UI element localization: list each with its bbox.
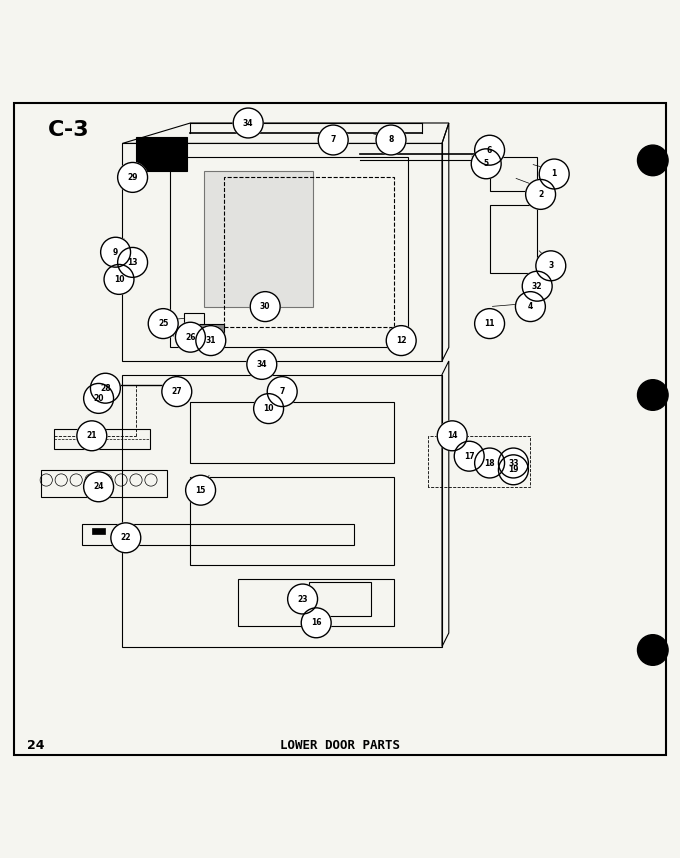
Text: 11: 11 xyxy=(484,319,495,328)
Text: 34: 34 xyxy=(256,360,267,369)
Circle shape xyxy=(250,292,280,322)
Circle shape xyxy=(118,247,148,277)
Circle shape xyxy=(175,323,205,352)
Circle shape xyxy=(84,384,114,414)
Text: 7: 7 xyxy=(279,387,285,396)
Text: 13: 13 xyxy=(127,258,138,267)
Polygon shape xyxy=(136,136,187,171)
Polygon shape xyxy=(197,323,224,344)
Text: 18: 18 xyxy=(484,458,495,468)
Circle shape xyxy=(475,136,505,165)
Circle shape xyxy=(101,238,131,267)
Circle shape xyxy=(84,472,114,502)
Text: 29: 29 xyxy=(127,173,138,182)
Polygon shape xyxy=(92,528,105,535)
Text: 33: 33 xyxy=(508,458,519,468)
Text: 15: 15 xyxy=(195,486,206,495)
Circle shape xyxy=(104,264,134,294)
Text: 10: 10 xyxy=(263,404,274,413)
Circle shape xyxy=(376,125,406,155)
Circle shape xyxy=(233,108,263,138)
Text: 22: 22 xyxy=(120,534,131,542)
Circle shape xyxy=(638,145,668,176)
Text: 8: 8 xyxy=(388,136,394,144)
Circle shape xyxy=(454,441,484,471)
Circle shape xyxy=(267,377,297,407)
Circle shape xyxy=(515,292,545,322)
Text: LOWER DOOR PARTS: LOWER DOOR PARTS xyxy=(280,739,400,752)
Circle shape xyxy=(90,373,120,403)
Text: 1: 1 xyxy=(551,170,557,178)
Text: 4: 4 xyxy=(528,302,533,311)
Circle shape xyxy=(247,349,277,379)
Polygon shape xyxy=(204,171,313,306)
Circle shape xyxy=(475,309,505,339)
Text: 24: 24 xyxy=(27,739,45,752)
Text: 28: 28 xyxy=(100,384,111,393)
Text: 20: 20 xyxy=(93,394,104,403)
Text: 14: 14 xyxy=(447,432,458,440)
Circle shape xyxy=(638,635,668,665)
Circle shape xyxy=(254,394,284,424)
Circle shape xyxy=(186,475,216,505)
Text: 19: 19 xyxy=(508,465,519,474)
Text: 9: 9 xyxy=(113,248,118,257)
Text: 3: 3 xyxy=(548,262,554,270)
Circle shape xyxy=(111,523,141,553)
Circle shape xyxy=(118,162,148,192)
Text: 7: 7 xyxy=(330,136,336,144)
Circle shape xyxy=(386,326,416,355)
Circle shape xyxy=(475,448,505,478)
Circle shape xyxy=(77,420,107,450)
Circle shape xyxy=(498,455,528,485)
Circle shape xyxy=(638,380,668,410)
Circle shape xyxy=(539,159,569,189)
Text: C-3: C-3 xyxy=(48,119,89,140)
Text: 2: 2 xyxy=(538,190,543,199)
Text: 32: 32 xyxy=(532,281,543,291)
Text: 23: 23 xyxy=(297,595,308,603)
Circle shape xyxy=(526,179,556,209)
Text: 16: 16 xyxy=(311,619,322,627)
Text: 12: 12 xyxy=(396,336,407,345)
Circle shape xyxy=(437,420,467,450)
Text: 5: 5 xyxy=(483,160,489,168)
Circle shape xyxy=(301,607,331,637)
Text: 6: 6 xyxy=(487,146,492,154)
Circle shape xyxy=(522,271,552,301)
Circle shape xyxy=(318,125,348,155)
Circle shape xyxy=(288,584,318,614)
Text: 17: 17 xyxy=(464,451,475,461)
Text: 30: 30 xyxy=(260,302,271,311)
Circle shape xyxy=(162,377,192,407)
Text: 24: 24 xyxy=(93,482,104,492)
Text: 25: 25 xyxy=(158,319,169,328)
Text: 10: 10 xyxy=(114,275,124,284)
Text: 26: 26 xyxy=(185,333,196,341)
Circle shape xyxy=(196,326,226,355)
Text: 27: 27 xyxy=(171,387,182,396)
Circle shape xyxy=(148,309,178,339)
Circle shape xyxy=(498,448,528,478)
Text: 21: 21 xyxy=(86,432,97,440)
Circle shape xyxy=(471,148,501,178)
Circle shape xyxy=(536,251,566,281)
Text: 31: 31 xyxy=(205,336,216,345)
Text: 34: 34 xyxy=(243,118,254,128)
